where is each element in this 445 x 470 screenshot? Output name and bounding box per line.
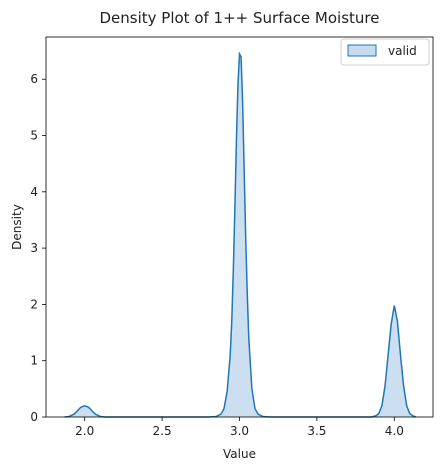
- y-tick-label: 6: [30, 72, 38, 86]
- y-axis-label: Density: [10, 204, 24, 250]
- density-area-layer: [64, 51, 417, 418]
- legend: valid: [340, 38, 430, 66]
- y-tick-label: 0: [30, 410, 38, 424]
- chart-title: Density Plot of 1++ Surface Moisture: [100, 9, 380, 27]
- x-tick-label: 3.0: [230, 424, 249, 438]
- legend-label-valid: valid: [388, 44, 417, 58]
- x-tick-label: 2.0: [75, 424, 94, 438]
- x-tick-label: 2.5: [153, 424, 172, 438]
- density-fill-valid: [64, 53, 416, 417]
- legend-swatch-valid: [347, 44, 377, 57]
- x-axis-label: Value: [223, 447, 256, 461]
- y-tick-label: 4: [30, 185, 38, 199]
- x-tick-label: 3.5: [307, 424, 326, 438]
- y-tick-label: 3: [30, 241, 38, 255]
- x-tick-label: 4.0: [385, 424, 404, 438]
- density-line-valid: [64, 51, 417, 418]
- ticks: 2.0 2.5 3.0 3.5 4.0 0 1 2 3 4 5 6: [30, 72, 403, 438]
- y-tick-label: 2: [30, 297, 38, 311]
- y-tick-label: 1: [30, 354, 38, 368]
- y-tick-label: 5: [30, 129, 38, 143]
